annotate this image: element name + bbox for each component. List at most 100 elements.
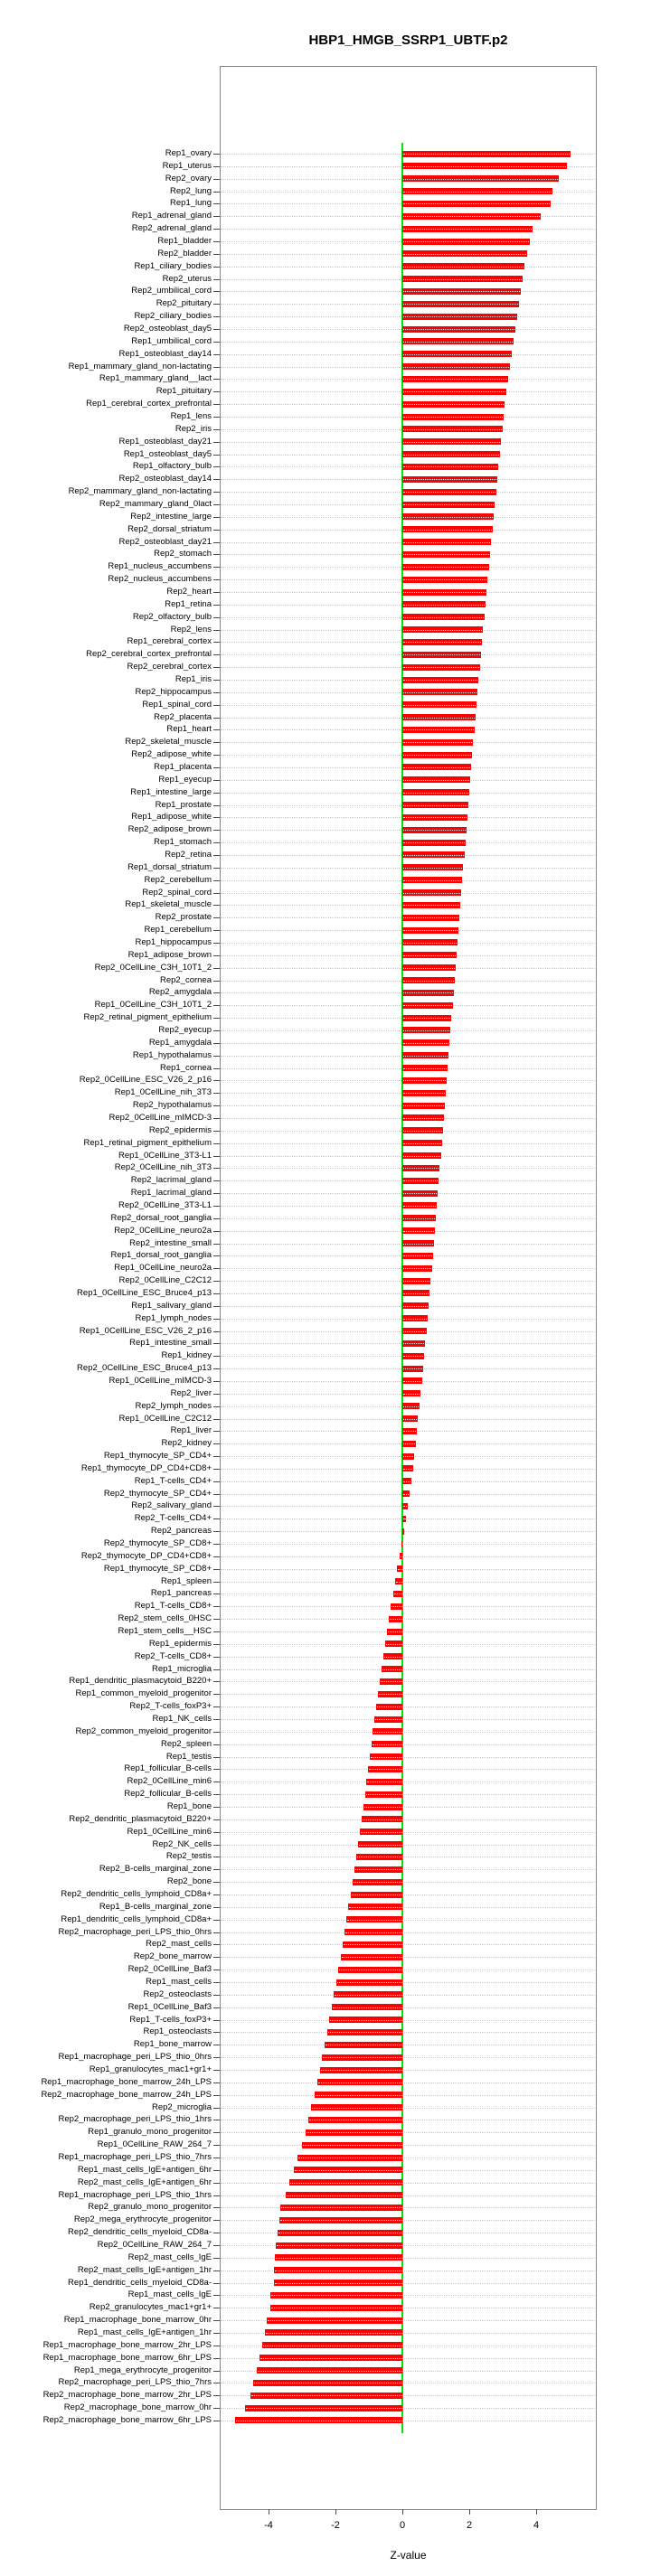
row-label: Rep1_lacrimal_gland bbox=[130, 1188, 212, 1198]
bar-inner-dotted-line bbox=[403, 504, 495, 505]
row-label: Rep1_placenta bbox=[154, 761, 212, 772]
row-axis-tick bbox=[213, 1906, 220, 1908]
bar bbox=[402, 1264, 432, 1272]
bar-inner-dotted-line bbox=[403, 1418, 418, 1420]
row-axis-tick bbox=[213, 2220, 220, 2222]
row-axis-tick bbox=[213, 1468, 220, 1470]
bar bbox=[245, 2404, 402, 2411]
row-leader-line bbox=[221, 2107, 595, 2109]
row-axis-tick bbox=[213, 1168, 220, 1170]
bar-inner-dotted-line bbox=[403, 178, 558, 180]
row-label: Rep1_mast_cells_IgE+antigen_1hr bbox=[77, 2327, 212, 2337]
row-label: Rep2_cornea bbox=[159, 974, 212, 985]
bar-inner-dotted-line bbox=[372, 1744, 401, 1745]
row-axis-tick bbox=[213, 1819, 220, 1820]
row-label: Rep2_salivary_gland bbox=[131, 1500, 212, 1511]
row-axis-tick bbox=[213, 253, 220, 255]
bar-inner-dotted-line bbox=[345, 1932, 401, 1933]
row-leader-line bbox=[221, 1906, 595, 1908]
row-leader-line bbox=[221, 1932, 595, 1933]
row-axis-tick bbox=[213, 1794, 220, 1796]
row-label: Rep2_granulocytes_mac1+gr1+ bbox=[89, 2302, 212, 2313]
row-axis-tick bbox=[213, 680, 220, 681]
row-label: Rep1_stomach bbox=[154, 837, 212, 848]
bar-inner-dotted-line bbox=[403, 766, 471, 768]
row-axis-tick bbox=[213, 178, 220, 180]
row-axis-tick bbox=[213, 804, 220, 806]
bar-inner-dotted-line bbox=[353, 1882, 401, 1884]
row-label: Rep1_0CellLine_ESC_Bruce4_p13 bbox=[77, 1287, 212, 1298]
bar-inner-dotted-line bbox=[336, 1982, 401, 1983]
row-label: Rep2_macrophage_bone_marrow_0hr bbox=[63, 2402, 212, 2413]
bar bbox=[402, 952, 457, 959]
bar-inner-dotted-line bbox=[403, 680, 478, 681]
row-leader-line bbox=[221, 1544, 595, 1545]
row-label: Rep1_mammary_gland_non-lactating bbox=[68, 361, 212, 371]
bar bbox=[402, 726, 475, 733]
row-axis-tick bbox=[213, 1330, 220, 1332]
bar-inner-dotted-line bbox=[403, 529, 492, 531]
bar bbox=[366, 1778, 402, 1785]
row-label: Rep2_macrophage_bone_marrow_2hr_LPS bbox=[42, 2390, 212, 2401]
row-axis-tick bbox=[213, 404, 220, 406]
row-label: Rep1_macrophage_peri_LPS_thio_1hrs bbox=[58, 2189, 212, 2200]
row-label: Rep1_macrophage_bone_marrow_6hr_LPS bbox=[42, 2352, 212, 2363]
row-label: Rep1_prostate bbox=[155, 799, 212, 810]
row-axis-tick bbox=[213, 604, 220, 606]
row-label: Rep1_adrenal_gland bbox=[131, 211, 212, 221]
bar bbox=[402, 1089, 447, 1096]
bar bbox=[402, 1502, 409, 1509]
bar bbox=[402, 175, 559, 183]
row-label: Rep1_0CellLine_nih_3T3 bbox=[114, 1087, 212, 1098]
row-axis-tick bbox=[213, 203, 220, 205]
bar bbox=[319, 2066, 402, 2073]
x-axis-tick bbox=[469, 2509, 470, 2515]
row-leader-line bbox=[221, 2057, 595, 2059]
row-axis-tick bbox=[213, 704, 220, 706]
row-leader-line bbox=[221, 1844, 595, 1846]
bar-inner-dotted-line bbox=[403, 1168, 439, 1170]
bar bbox=[264, 2329, 402, 2336]
row-label: Rep1_bone_marrow bbox=[133, 2039, 212, 2050]
row-leader-line bbox=[221, 1681, 595, 1683]
row-axis-tick bbox=[213, 917, 220, 919]
bar bbox=[288, 2179, 402, 2186]
row-label: Rep2_lymph_nodes bbox=[135, 1400, 212, 1411]
row-label: Rep2_microglia bbox=[151, 2101, 212, 2112]
bar-inner-dotted-line bbox=[320, 2070, 401, 2071]
bar-inner-dotted-line bbox=[312, 2107, 401, 2109]
bar-inner-dotted-line bbox=[382, 1669, 401, 1670]
bar-inner-dotted-line bbox=[349, 1906, 401, 1908]
row-axis-tick bbox=[213, 2395, 220, 2397]
bar-inner-dotted-line bbox=[403, 579, 487, 581]
bar bbox=[402, 1052, 449, 1059]
bar-inner-dotted-line bbox=[403, 1142, 441, 1144]
row-leader-line bbox=[221, 1581, 595, 1583]
bar bbox=[399, 1553, 402, 1560]
bar-inner-dotted-line bbox=[403, 930, 458, 932]
row-label: Rep1_0CellLine_neuro2a bbox=[114, 1263, 212, 1274]
bar bbox=[402, 300, 519, 307]
row-axis-tick bbox=[213, 304, 220, 306]
bar bbox=[402, 1252, 433, 1259]
bar-inner-dotted-line bbox=[403, 1330, 426, 1332]
bar bbox=[402, 150, 571, 157]
row-label: Rep2_follicular_B-cells bbox=[124, 1789, 212, 1800]
row-axis-tick bbox=[213, 2082, 220, 2083]
row-label: Rep1_cerebral_cortex bbox=[127, 636, 212, 647]
row-label: Rep1_granulo_mono_progenitor bbox=[88, 2127, 212, 2138]
row-axis-tick bbox=[213, 2019, 220, 2021]
bar-inner-dotted-line bbox=[362, 1819, 401, 1820]
row-leader-line bbox=[221, 2019, 595, 2021]
row-axis-tick bbox=[213, 428, 220, 430]
bar-inner-dotted-line bbox=[371, 1756, 401, 1758]
bar-inner-dotted-line bbox=[403, 1029, 450, 1031]
x-axis-tick-label: 2 bbox=[466, 2520, 473, 2531]
row-label: Rep2_placenta bbox=[154, 711, 212, 722]
bar-inner-dotted-line bbox=[306, 2132, 401, 2134]
row-label: Rep1_iris bbox=[175, 674, 212, 684]
bar-inner-dotted-line bbox=[323, 2057, 401, 2059]
row-label: Rep2_granulo_mono_progenitor bbox=[88, 2202, 212, 2213]
row-axis-tick bbox=[213, 1393, 220, 1395]
